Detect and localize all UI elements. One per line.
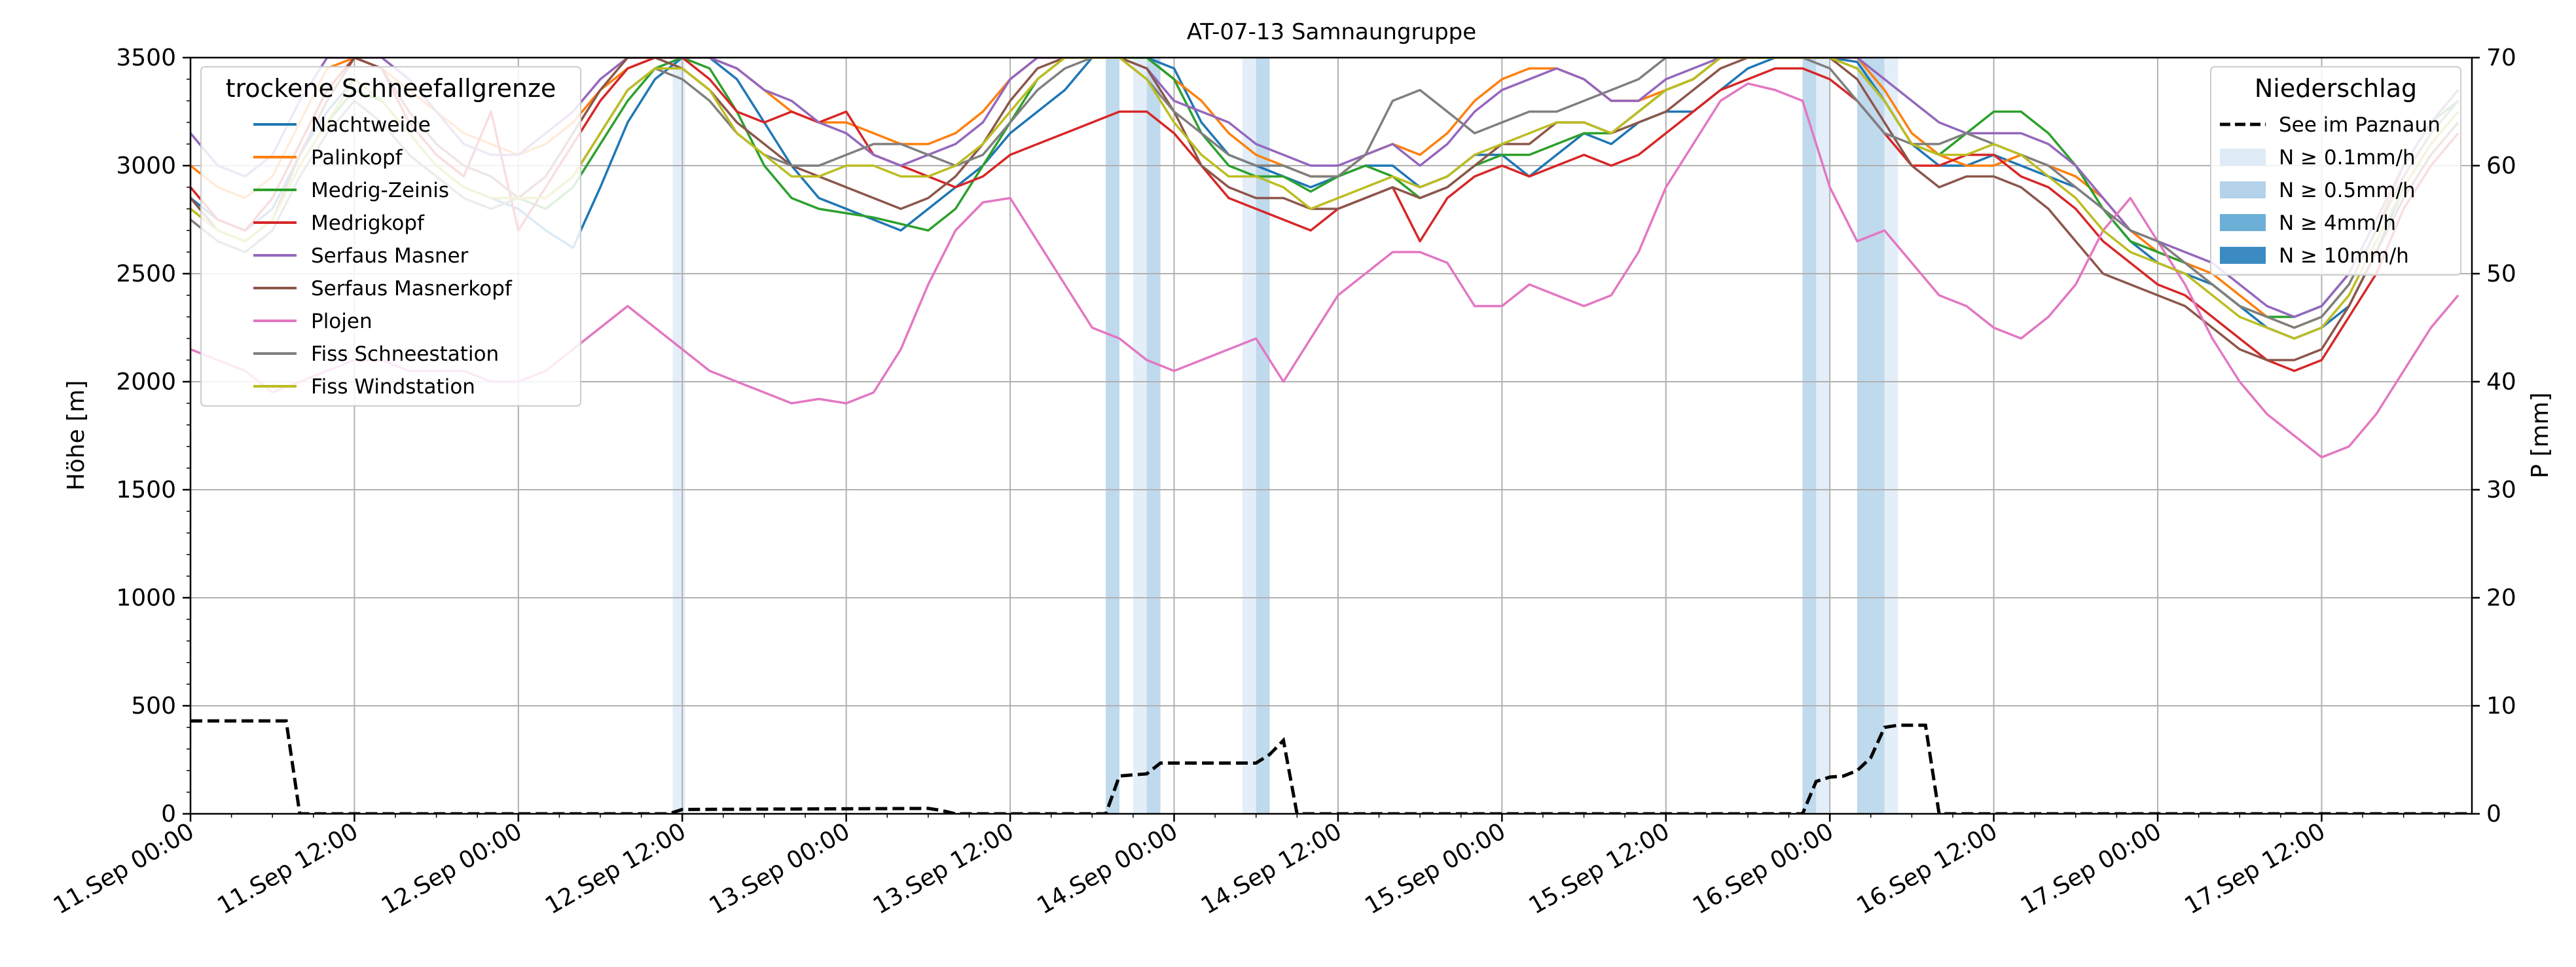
precip-band-9	[1884, 58, 1898, 814]
legend-left-label-3: Medrigkopf	[311, 211, 425, 235]
precip-band-4	[1242, 58, 1256, 814]
chart-title: AT-07-13 Samnaungruppe	[1187, 19, 1476, 45]
legend-right-label-2: N ≥ 0.5mm/h	[2279, 179, 2416, 202]
legend-right-swatch-4	[2220, 247, 2266, 264]
legend-left-label-8: Fiss Windstation	[311, 375, 475, 399]
legend-right-box	[2210, 66, 2461, 276]
y2-tick-label-5: 50	[2486, 261, 2516, 287]
precipitation-bands	[672, 58, 1898, 814]
plot-frame	[189, 56, 2473, 815]
y-tick-label-3: 1500	[116, 477, 176, 503]
y-axis-label: Höhe [m]	[63, 380, 90, 491]
y2-tick-label-7: 70	[2486, 45, 2516, 71]
y2-tick-label-0: 0	[2486, 801, 2501, 828]
y-tick-label-6: 3000	[116, 153, 176, 179]
y-tick-label-5: 2500	[116, 261, 176, 287]
precip-band-8	[1857, 58, 1885, 814]
legend-left-label-7: Fiss Schneestation	[311, 342, 499, 366]
y-axis-right: 0 10 20 30 40 50 60 70	[2472, 45, 2516, 828]
legend-right-swatch-3	[2220, 214, 2266, 231]
y2-tick-label-3: 30	[2486, 477, 2516, 503]
y-tick-label-2: 1000	[116, 585, 176, 611]
precip-band-7	[1816, 58, 1830, 814]
precip-band-6	[1802, 58, 1817, 814]
legend-left-label-6: Plojen	[311, 310, 372, 333]
legend-precipitation: Niederschlag See im Paznaun N ≥ 0.1mm/h N ≥…	[2210, 66, 2461, 276]
y2-tick-label-1: 10	[2486, 693, 2516, 720]
y2-tick-label-4: 40	[2486, 369, 2516, 395]
legend-right-swatch-2	[2220, 181, 2266, 198]
y-axis-left: 0 500 1000 1500 2000 2500 3000 3500	[116, 45, 190, 828]
legend-right-label-0: See im Paznaun	[2279, 113, 2440, 137]
legend-left-label-5: Serfaus Masnerkopf	[311, 277, 513, 301]
precip-band-3	[1146, 58, 1161, 814]
precip-band-2	[1133, 58, 1147, 814]
legend-left-label-0: Nachtweide	[311, 113, 431, 137]
y-tick-label-4: 2000	[116, 369, 176, 395]
lake-line	[190, 719, 2472, 814]
legend-left-label-1: Palinkopf	[311, 146, 403, 170]
legend-left-label-4: Serfaus Masner	[311, 244, 469, 268]
legend-right-swatch-1	[2220, 149, 2266, 166]
y-tick-label-0: 0	[161, 801, 176, 828]
y-tick-label-1: 500	[131, 693, 176, 720]
legend-right-label-3: N ≥ 4mm/h	[2279, 211, 2396, 235]
legend-right-title: Niederschlag	[2255, 74, 2417, 103]
legend-snowline: trockene Schneefallgrenze Nachtweide Palin…	[200, 66, 581, 407]
legend-right-label-4: N ≥ 10mm/h	[2279, 244, 2409, 268]
y2-axis-label: P [mm]	[2527, 392, 2554, 478]
precip-band-5	[1256, 58, 1270, 814]
y2-tick-label-6: 60	[2486, 153, 2516, 179]
legend-right-label-1: N ≥ 0.1mm/h	[2279, 146, 2416, 170]
legend-left-title: trockene Schneefallgrenze	[226, 74, 556, 103]
lake-series	[190, 719, 2472, 814]
legend-left-label-2: Medrig-Zeinis	[311, 179, 449, 202]
precip-band-1	[1106, 58, 1120, 814]
precip-band-0	[672, 58, 685, 814]
y2-tick-label-2: 20	[2486, 585, 2516, 611]
y-tick-label-7: 3500	[116, 45, 176, 71]
